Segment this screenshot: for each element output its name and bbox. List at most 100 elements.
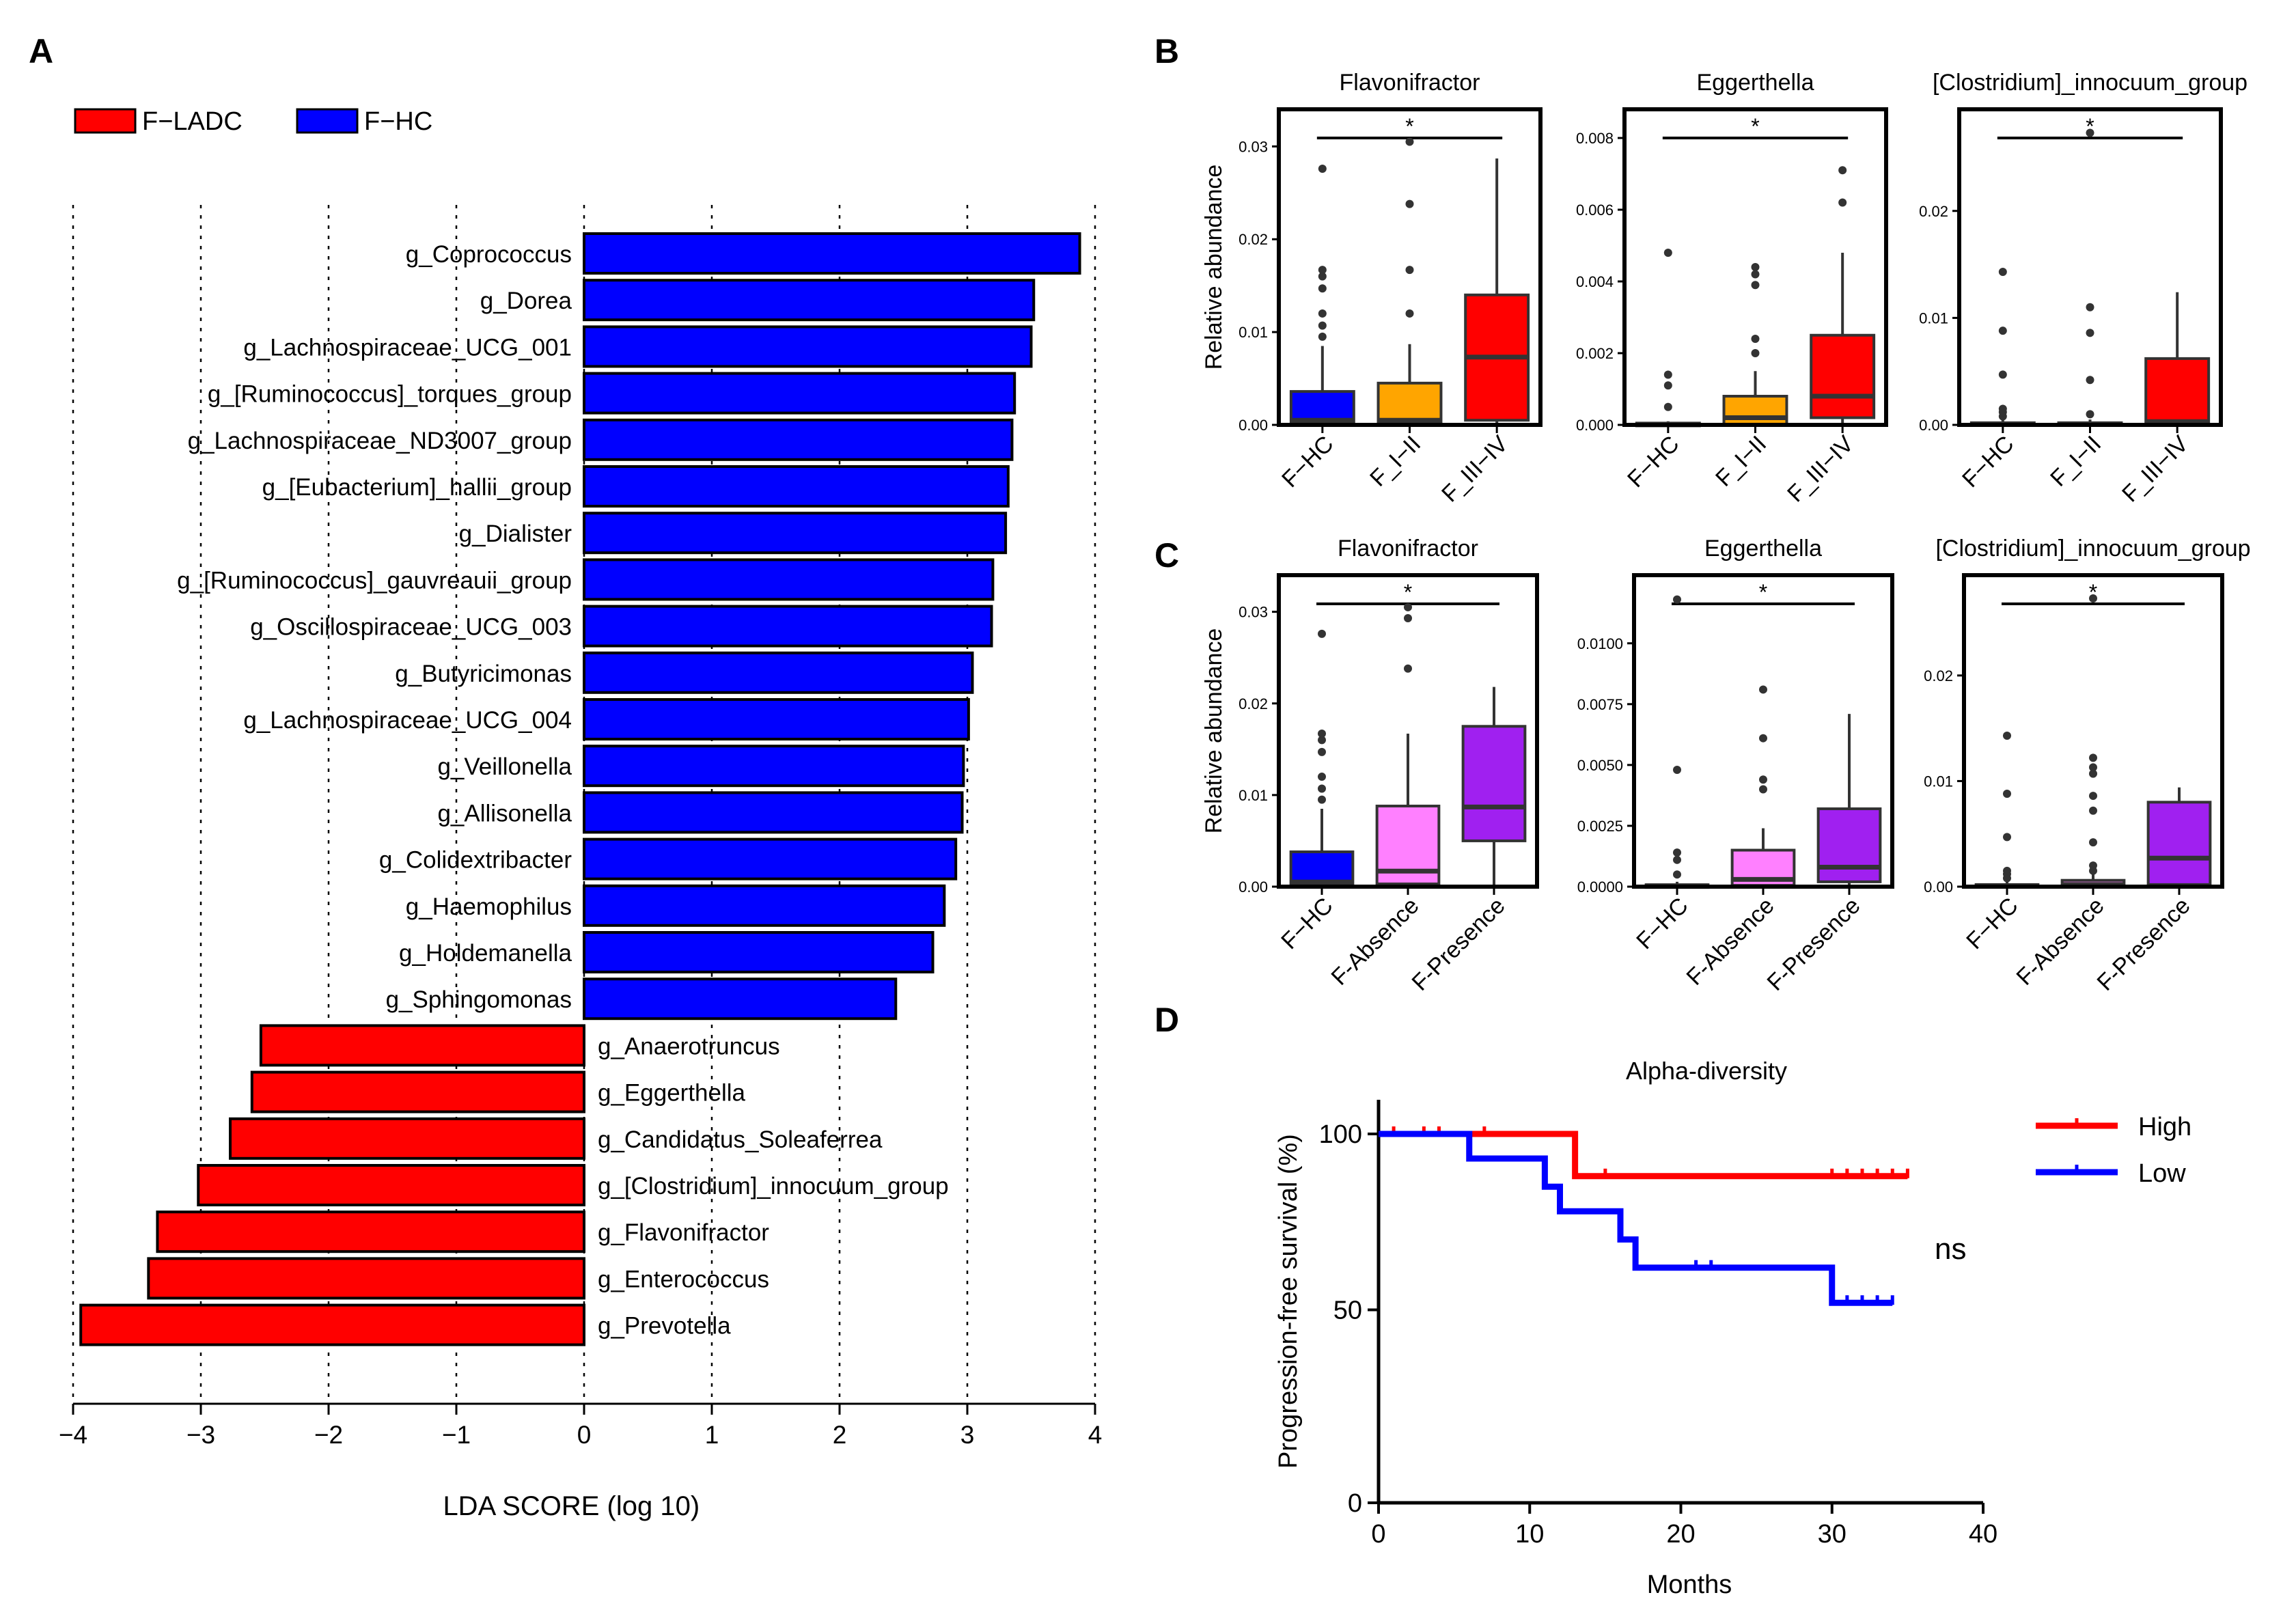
outlier-point	[1405, 137, 1414, 146]
group-tick-label: F−HC	[1961, 893, 2023, 954]
y-tick-label: 0.002	[1576, 345, 1614, 362]
box-2	[1810, 333, 1876, 419]
bar-label: g_Veillonella	[437, 753, 572, 780]
outlier-point	[1318, 773, 1326, 781]
group-tick-label: F−HC	[1622, 431, 1684, 493]
b-subplot-title: Flavonifractor	[1340, 70, 1480, 96]
group-tick-label: F_III−IV	[1437, 431, 1513, 508]
group-tick-label: F−HC	[1277, 431, 1338, 493]
y-tick-label: 0.0025	[1577, 818, 1623, 835]
km-curve-low	[1379, 1131, 1893, 1306]
bar-g-butyricimonas	[583, 651, 974, 694]
outlier-point	[1404, 614, 1412, 623]
box-1	[1377, 381, 1443, 424]
bar-label: g_[Ruminococcus]_torques_group	[208, 381, 572, 408]
box-2	[2144, 357, 2211, 426]
km-curve-high	[1379, 1131, 1908, 1180]
panel-label-d: D	[1154, 1001, 1179, 1039]
outlier-point	[1405, 266, 1414, 275]
bar-g-coprococcus	[583, 232, 1081, 275]
x-tick-label: −1	[442, 1421, 471, 1449]
y-tick-label: 0.004	[1576, 273, 1614, 290]
outlier-point	[1405, 199, 1414, 208]
group-tick-label: F_III−IV	[2117, 431, 2194, 508]
y-tick-label: 0.000	[1576, 417, 1614, 434]
panel-label-a: A	[29, 32, 53, 70]
b-subplot-title: [Clostridium]_innocuum_group	[1933, 70, 2247, 96]
outlier-point	[1318, 795, 1326, 804]
bar-g-holdemanella	[583, 931, 935, 973]
group-tick-label: F_III−IV	[1782, 431, 1859, 508]
legend-swatch-hc	[296, 108, 359, 134]
significance-label: *	[1751, 114, 1759, 139]
d-chart-title: Alpha-diversity	[1626, 1057, 1787, 1085]
outlier-point	[1318, 164, 1327, 173]
bar-label: g_Colidextribacter	[379, 847, 572, 874]
x-tick-label: 20	[1666, 1520, 1695, 1549]
outlier-point	[2003, 833, 2011, 842]
x-tick-label: 4	[1088, 1421, 1103, 1449]
bar-g-enterococcus	[147, 1257, 585, 1300]
outlier-point	[1673, 848, 1681, 857]
y-tick-label: 0.00	[1239, 878, 1268, 896]
outlier-point	[2089, 594, 2097, 603]
b-plot-frame	[1622, 107, 1888, 427]
y-tick-label: 0.01	[1919, 309, 1948, 327]
outlier-point	[2086, 128, 2094, 137]
outlier-point	[1998, 327, 2007, 335]
outlier-point	[2089, 861, 2097, 870]
outlier-point	[1751, 335, 1760, 343]
outlier-point	[1663, 402, 1672, 411]
bar-label: g_[Eubacterium]_hallii_group	[262, 474, 572, 501]
outlier-point	[1759, 785, 1767, 794]
bar-label: g_Flavonifractor	[598, 1219, 769, 1246]
bar-label: g_Dialister	[459, 521, 572, 547]
outlier-point	[2086, 329, 2094, 337]
x-axis-title: LDA SCORE (log 10)	[443, 1491, 700, 1521]
y-tick-label: 0	[1348, 1489, 1362, 1518]
x-tick-label: 0	[1371, 1520, 1385, 1549]
legend-label-ladc: F−LADC	[142, 107, 243, 136]
bar-g-ruminococcus-gauvreauii-group	[583, 558, 995, 601]
outlier-point	[2089, 763, 2097, 772]
legend-label-high: High	[2138, 1113, 2191, 1141]
group-tick-label: F−HC	[1276, 893, 1338, 954]
y-tick-label: 0.03	[1239, 604, 1268, 621]
outlier-point	[2086, 376, 2094, 385]
y-tick-label: 0.00	[1924, 878, 1953, 896]
x-tick-label: 1	[705, 1421, 719, 1449]
outlier-point	[1673, 870, 1681, 879]
bar-g-anaerotruncus	[259, 1024, 585, 1067]
bar-g-oscillospiraceae-ucg-003	[583, 605, 993, 648]
group-tick-label: F-Presence	[1762, 893, 1866, 996]
outlier-point	[1998, 268, 2007, 277]
y-tick-label: 0.01	[1239, 324, 1268, 341]
bar-g-haemophilus	[583, 884, 946, 927]
outlier-point	[2089, 838, 2097, 847]
outlier-point	[1318, 747, 1326, 756]
y-tick-label: 50	[1333, 1297, 1362, 1325]
d-annotation-ns: ns	[1935, 1232, 1966, 1266]
significance-label: *	[1759, 580, 1767, 605]
outlier-point	[2089, 769, 2097, 778]
bar-label: g_Allisonella	[437, 800, 572, 827]
x-tick-label: −4	[59, 1421, 87, 1449]
y-tick-label: 0.03	[1239, 138, 1268, 155]
x-tick-label: 3	[960, 1421, 975, 1449]
outlier-point	[1318, 736, 1326, 745]
outlier-point	[1318, 309, 1327, 318]
y-tick-label: 0.00	[1919, 417, 1948, 434]
outlier-point	[1751, 281, 1760, 290]
b-plot-frame	[1277, 107, 1543, 427]
y-tick-label: 0.01	[1239, 787, 1268, 804]
y-tick-label: 0.02	[1919, 203, 1948, 220]
panel-label-c: C	[1154, 536, 1179, 574]
outlier-point	[1663, 381, 1672, 390]
bar-label: g_Enterococcus	[598, 1266, 769, 1292]
outlier-point	[2089, 806, 2097, 815]
bar-g-prevotella	[79, 1303, 586, 1346]
outlier-point	[2003, 866, 2011, 875]
bar-g-dorea	[583, 279, 1036, 322]
outlier-point	[1751, 349, 1760, 357]
outlier-point	[1318, 784, 1326, 793]
